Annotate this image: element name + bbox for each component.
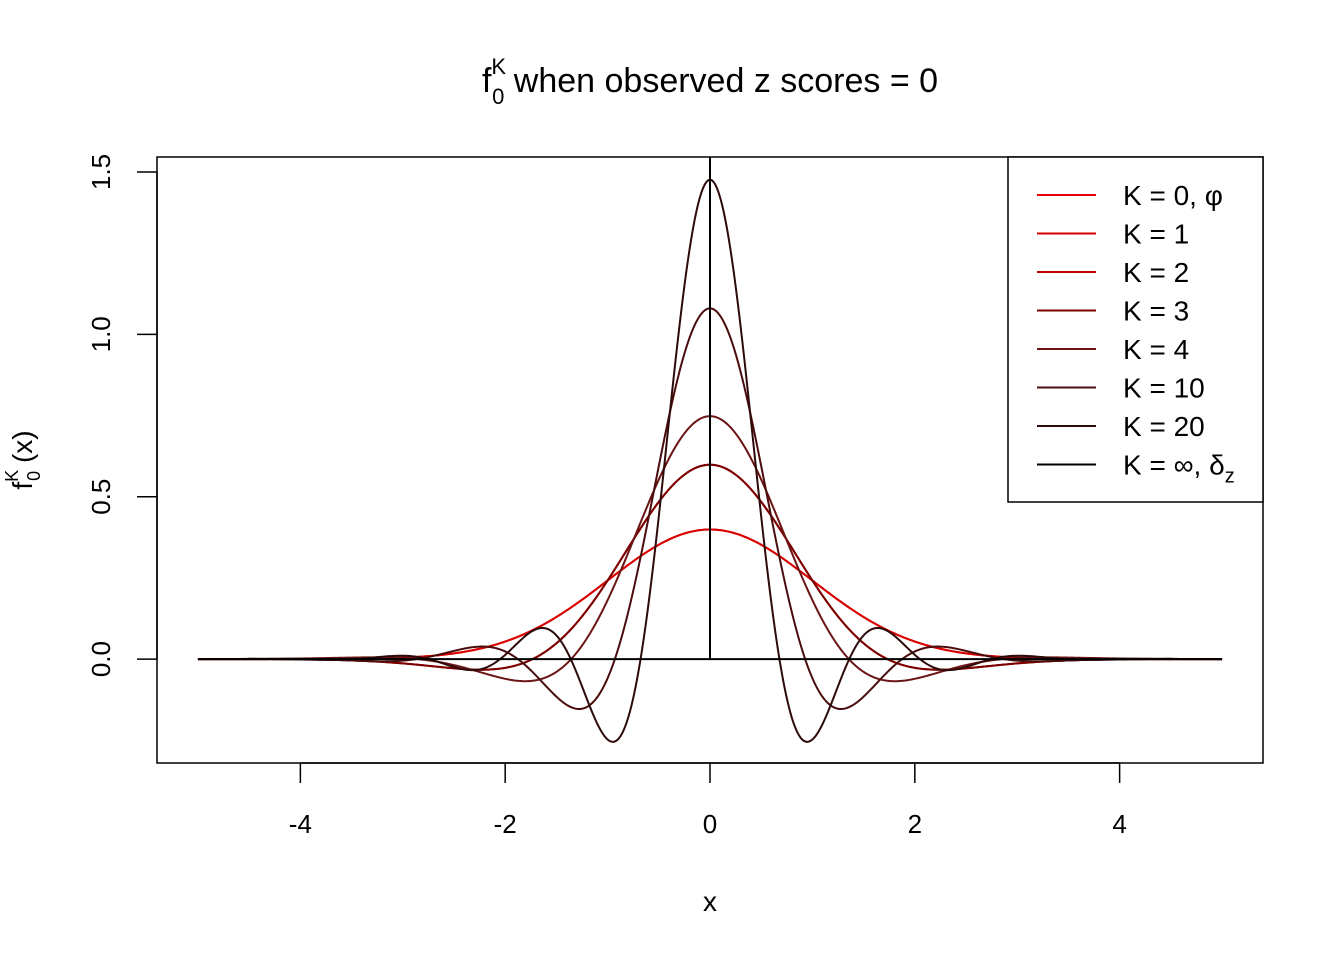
curves (197, 157, 1223, 743)
legend-label: K = ∞, δz (1123, 450, 1235, 488)
ylabel-sup: K (2, 470, 22, 482)
legend-label: K = 20 (1123, 411, 1205, 442)
legend-label-text: K = 3 (1123, 296, 1189, 327)
x-tick-label: -4 (289, 809, 312, 839)
ylabel-rest: (x) (7, 430, 38, 470)
legend-label-text: K = 0, φ (1123, 180, 1223, 211)
legend: K = 0, φ K = 1 K = 2 K = 3 K = 4 K = 10 K = 20… (1007, 156, 1264, 503)
y-tick-label: 0.5 (86, 479, 116, 515)
chart-title: fK 0 when observed z scores = 0 (482, 54, 938, 109)
y-axis-label: fK 0 (x) (2, 430, 44, 489)
legend-box (1007, 156, 1264, 503)
title-sub: 0 (492, 84, 504, 109)
x-tick-label: 4 (1112, 809, 1126, 839)
x-tick-label: 2 (908, 809, 922, 839)
legend-label-sub: z (1225, 466, 1235, 488)
title-f: f (482, 62, 492, 100)
title-rest: when observed z scores = 0 (504, 62, 938, 100)
legend-label: K = 3 (1123, 296, 1189, 327)
legend-label: K = 1 (1123, 219, 1189, 250)
x-axis: -4 -2 0 2 4 (289, 762, 1127, 839)
legend-label: K = 10 (1123, 373, 1205, 404)
legend-label-text: K = 2 (1123, 257, 1189, 288)
y-tick-label: 1.0 (86, 316, 116, 352)
x-tick-label: -2 (494, 809, 517, 839)
y-tick-label: 1.5 (86, 154, 116, 190)
legend-label-text: K = ∞, δ (1123, 450, 1225, 481)
legend-label: K = 2 (1123, 257, 1189, 288)
legend-label-text: K = 4 (1123, 334, 1189, 365)
ylabel-sub: 0 (24, 471, 44, 481)
x-axis-label: x (703, 886, 717, 917)
y-tick-label: 0.0 (86, 641, 116, 677)
title-sup: K (491, 54, 506, 79)
series-line-k-inf (197, 157, 1223, 661)
legend-label-text: K = 20 (1123, 411, 1205, 442)
legend-label: K = 4 (1123, 334, 1189, 365)
ylabel-f: f (7, 482, 38, 490)
legend-label-text: K = 1 (1123, 219, 1189, 250)
legend-label-text: K = 10 (1123, 373, 1205, 404)
x-tick-label: 0 (703, 809, 717, 839)
legend-label: K = 0, φ (1123, 180, 1223, 211)
y-axis: 0.0 0.5 1.0 1.5 (86, 154, 158, 677)
